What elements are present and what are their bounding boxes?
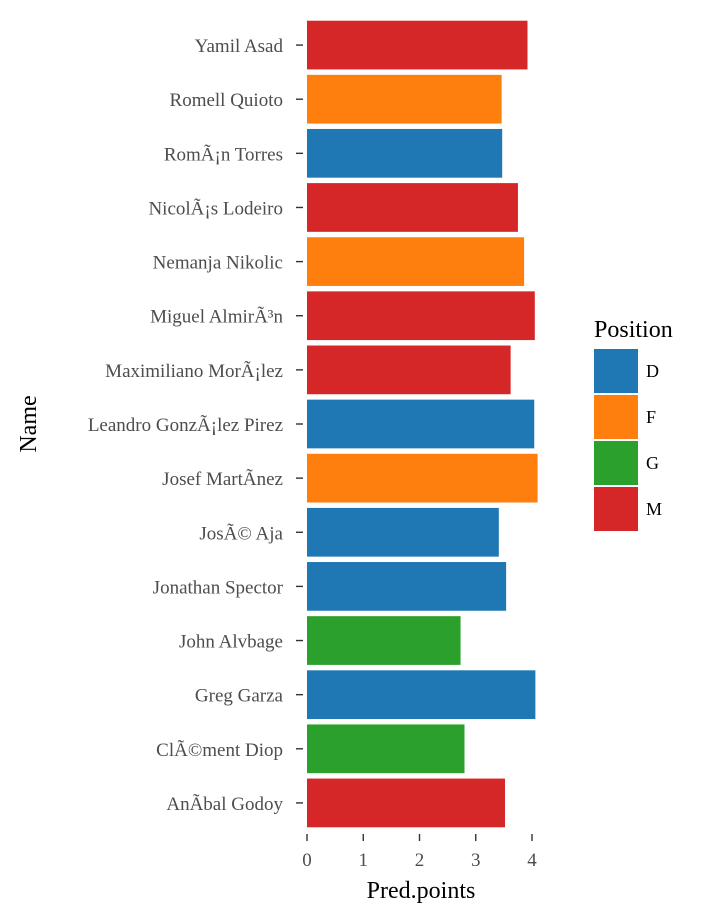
- y-tick-label: Yamil Asad: [195, 36, 284, 57]
- y-tick-label: JosÃ© Aja: [199, 522, 283, 544]
- y-tick-label: John Alvbage: [179, 632, 283, 653]
- y-tick-label: Greg Garza: [195, 686, 284, 707]
- legend-key-D: [594, 349, 638, 393]
- y-tick-label: Jonathan Spector: [153, 577, 284, 598]
- y-tick-label: Leandro GonzÃ¡lez Pirez: [88, 414, 283, 436]
- y-axis: Yamil Asad Romell Quioto RomÃ¡n Torres Nico…: [88, 36, 303, 815]
- x-tick-label: 1: [359, 850, 369, 871]
- bar-12: [307, 616, 461, 665]
- bar-8: [307, 399, 535, 449]
- bar-5: [307, 237, 525, 286]
- bar-13: [307, 670, 536, 720]
- legend-label-F: F: [646, 407, 656, 427]
- bar-11: [307, 562, 507, 611]
- legend-label-G: G: [646, 453, 659, 473]
- bar-14: [307, 724, 465, 774]
- bar-4: [307, 183, 518, 232]
- legend-label-D: D: [646, 361, 659, 381]
- x-tick-label: 4: [527, 850, 537, 871]
- bar-3: [307, 128, 503, 178]
- x-axis-title: Pred.points: [367, 878, 476, 904]
- y-tick-label: Josef MartÃ­nez: [162, 468, 283, 490]
- y-tick-label: ClÃ©ment Diop: [156, 739, 283, 761]
- bar-2: [307, 74, 502, 124]
- y-tick-label: Miguel AlmirÃ³n: [150, 306, 283, 328]
- legend-key-M: [594, 487, 638, 531]
- bars-layer: [307, 20, 538, 828]
- y-tick-label: Nemanja Nikolic: [153, 253, 283, 274]
- bar-6: [307, 291, 535, 341]
- y-tick-label: AnÃ­bal Godoy: [166, 793, 283, 815]
- y-tick-label: Romell Quioto: [170, 90, 283, 111]
- bar-9: [307, 453, 538, 503]
- y-tick-label: NicolÃ¡s Lodeiro: [148, 197, 283, 219]
- bar-15: [307, 778, 505, 828]
- bar-1: [307, 20, 528, 70]
- legend: Position D F G M: [594, 317, 673, 531]
- legend-key-F: [594, 395, 638, 439]
- bar-7: [307, 345, 511, 395]
- y-tick-label: RomÃ¡n Torres: [164, 143, 283, 165]
- x-axis: 0 1 2 3 4: [302, 834, 537, 871]
- legend-key-G: [594, 441, 638, 485]
- y-axis-title: Name: [16, 395, 42, 452]
- x-tick-label: 2: [415, 850, 425, 871]
- x-tick-label: 0: [302, 850, 312, 871]
- legend-label-M: M: [646, 499, 662, 519]
- x-tick-label: 3: [471, 850, 481, 871]
- y-tick-label: Maximiliano MorÃ¡lez: [105, 360, 283, 382]
- legend-title: Position: [594, 317, 673, 343]
- bar-10: [307, 507, 499, 557]
